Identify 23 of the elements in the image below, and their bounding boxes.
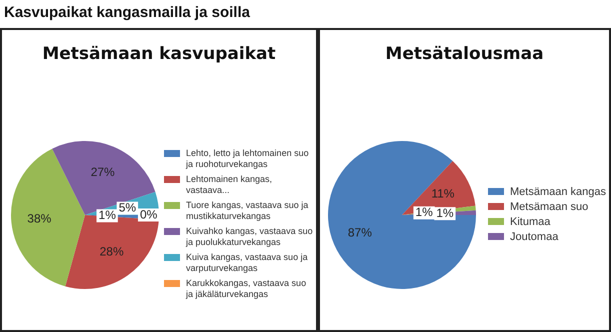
legend-label: Kuivahko kangas, vastaava suo ja puolukkaturvekangas xyxy=(186,226,314,248)
text: 0% xyxy=(140,207,158,222)
data-label: 38% xyxy=(27,212,52,226)
chart-title: Metsämaan kasvupaikat xyxy=(41,44,277,64)
data-label: 1% xyxy=(98,208,116,222)
legend-label: Kuiva kangas, vastaava suo ja varputurvekangas xyxy=(186,252,309,274)
legend-label: Lehtomainen kangas, vastaava... xyxy=(186,174,274,196)
legend-label: Metsämaan kangas xyxy=(510,186,606,199)
data-label: 27% xyxy=(90,164,116,179)
data-label: 1% xyxy=(415,205,434,220)
text: Kasvupaikat kangasmailla ja soilla xyxy=(4,4,250,21)
legend-label: Kitumaa xyxy=(510,216,550,229)
data-label: 5% xyxy=(118,200,136,215)
legend-label: Karukkokangas, vastaava suo ja jäkäläturvekangas xyxy=(186,278,308,300)
legend-label: Tuore kangas, vastaava suo ja mustikkaturvekangas xyxy=(186,200,310,222)
legend-label: Metsämaan suo xyxy=(510,201,588,214)
data-label: 87% xyxy=(348,226,372,240)
data-label: 28% xyxy=(100,244,124,259)
chart-title: Metsätalousmaa xyxy=(384,44,545,64)
legend-label: Joutomaa xyxy=(510,231,558,244)
data-label: 1% xyxy=(436,206,454,220)
data-label: 11% xyxy=(431,186,455,200)
legend-label: Lehto, letto ja lehtomainen suo ja ruohoturvekangas xyxy=(186,148,310,170)
